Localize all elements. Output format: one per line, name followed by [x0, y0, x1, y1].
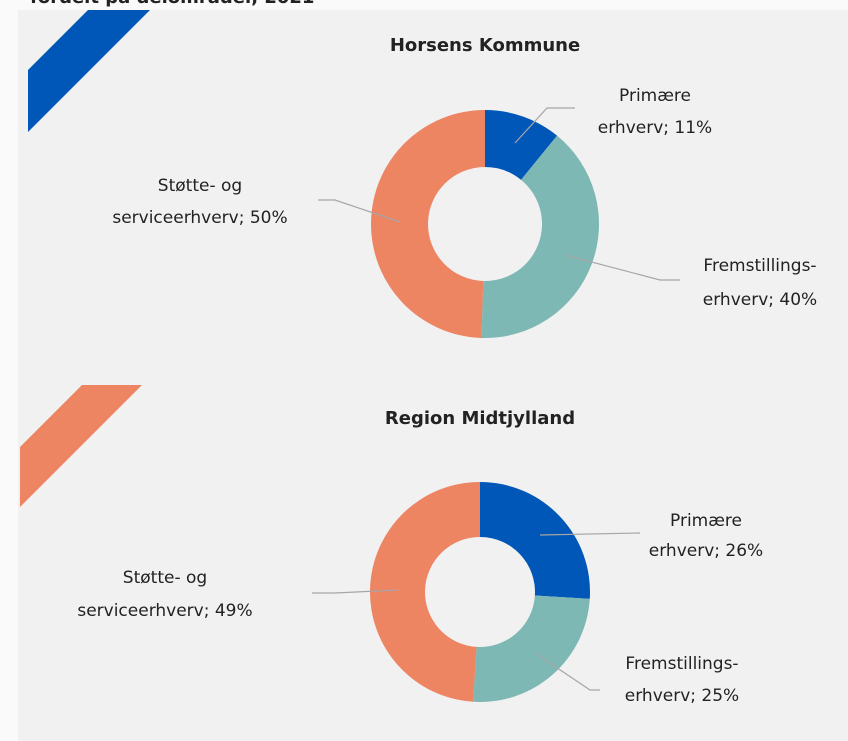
data-label: serviceerhverv; 50% [112, 208, 287, 228]
data-label: Støtte- og [158, 176, 242, 196]
donut-slice [369, 482, 480, 702]
donut-slice [485, 110, 558, 180]
page-title: fordelt på delområder, 2021 [30, 0, 314, 8]
data-label: Primære [670, 511, 742, 531]
leader-line [564, 254, 680, 281]
chart-title: Horsens Kommune [390, 35, 580, 56]
donut-slice [480, 482, 590, 599]
data-label: Støtte- og [123, 568, 207, 588]
data-label: erhverv; 26% [649, 541, 763, 561]
data-label: erhverv; 40% [703, 290, 817, 310]
data-label: Fremstillings- [625, 654, 738, 674]
chart-title: Region Midtjylland [385, 408, 575, 429]
leader-line [318, 199, 401, 223]
donut-slice [481, 135, 600, 338]
donut-slice [370, 110, 485, 338]
data-label: Primære [619, 86, 691, 106]
leader-line [539, 532, 641, 536]
decor-stripe [20, 385, 142, 507]
data-label: Fremstillings- [703, 256, 816, 276]
donut-slice [473, 595, 590, 703]
data-label: serviceerhverv; 49% [77, 601, 252, 621]
leader-line [534, 652, 600, 691]
leader-line [514, 107, 575, 144]
leader-line [312, 589, 399, 594]
data-label: erhverv; 11% [598, 118, 712, 138]
data-label: erhverv; 25% [625, 686, 739, 706]
decor-stripe [28, 10, 150, 132]
